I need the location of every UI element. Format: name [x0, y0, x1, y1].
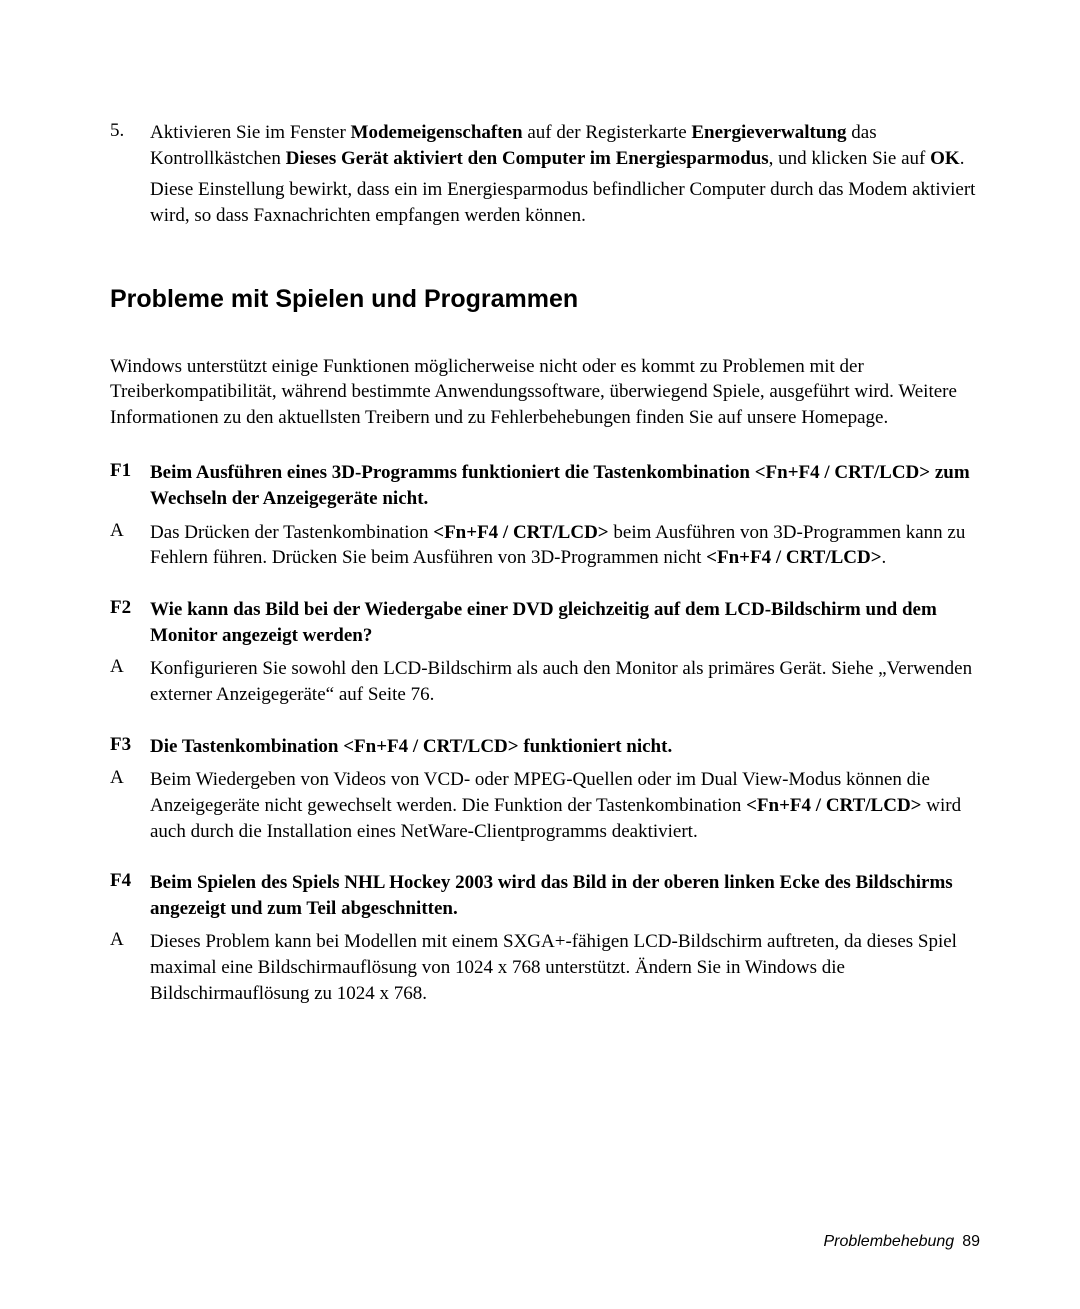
- faq-group: F3 Die Tastenkombination <Fn+F4 / CRT/LC…: [110, 734, 980, 845]
- faq-answer: A Dieses Problem kann bei Modellen mit e…: [110, 929, 980, 1006]
- text: , und klicken Sie auf: [769, 148, 930, 169]
- faq-q-text: Beim Ausführen eines 3D-Programms funkti…: [150, 460, 980, 511]
- faq-a-marker: A: [110, 767, 150, 844]
- faq-group: F2 Wie kann das Bild bei der Wiedergabe …: [110, 597, 980, 708]
- section-heading: Probleme mit Spielen und Programmen: [110, 285, 980, 314]
- faq-answer: A Beim Wiedergeben von Videos von VCD- o…: [110, 767, 980, 844]
- faq-question: F2 Wie kann das Bild bei der Wiedergabe …: [110, 597, 980, 648]
- text-bold: <Fn+F4 / CRT/LCD>: [706, 547, 881, 568]
- faq-question: F1 Beim Ausführen eines 3D-Programms fun…: [110, 460, 980, 511]
- faq-a-text: Beim Wiedergeben von Videos von VCD- ode…: [150, 767, 980, 844]
- faq-question: F3 Die Tastenkombination <Fn+F4 / CRT/LC…: [110, 734, 980, 760]
- faq-answer: A Konfigurieren Sie sowohl den LCD-Bilds…: [110, 656, 980, 707]
- faq-q-marker: F3: [110, 734, 150, 760]
- text: Aktivieren Sie im Fenster: [150, 122, 351, 143]
- text: Das Drücken der Tastenkombination: [150, 522, 433, 543]
- text-bold: <Fn+F4 / CRT/LCD>: [433, 522, 608, 543]
- faq-q-marker: F1: [110, 460, 150, 511]
- faq-a-text: Das Drücken der Tastenkombination <Fn+F4…: [150, 520, 980, 571]
- faq-a-marker: A: [110, 656, 150, 707]
- faq-q-marker: F4: [110, 870, 150, 921]
- text-bold: <Fn+F4 / CRT/LCD>: [746, 795, 921, 816]
- text-bold: Dieses Gerät aktiviert den Computer im E…: [286, 148, 769, 169]
- faq-q-marker: F2: [110, 597, 150, 648]
- step-item: 5. Aktivieren Sie im Fenster Modemeigens…: [110, 120, 980, 235]
- step-marker: 5.: [110, 120, 150, 235]
- faq-a-marker: A: [110, 929, 150, 1006]
- text: auf der Registerkarte: [523, 122, 692, 143]
- intro-paragraph: Windows unterstützt einige Funktionen mö…: [110, 354, 980, 431]
- faq-question: F4 Beim Spielen des Spiels NHL Hockey 20…: [110, 870, 980, 921]
- footer-label: Problembehebung: [823, 1233, 954, 1250]
- faq-q-text: Wie kann das Bild bei der Wiedergabe ein…: [150, 597, 980, 648]
- text: .: [882, 547, 887, 568]
- faq-a-marker: A: [110, 520, 150, 571]
- text: .: [960, 148, 965, 169]
- faq-a-text: Konfigurieren Sie sowohl den LCD-Bildsch…: [150, 656, 980, 707]
- document-page: 5. Aktivieren Sie im Fenster Modemeigens…: [0, 0, 1080, 1309]
- faq-a-text: Dieses Problem kann bei Modellen mit ein…: [150, 929, 980, 1006]
- text-bold: Energieverwaltung: [691, 122, 846, 143]
- step-paragraph-1: Aktivieren Sie im Fenster Modemeigenscha…: [150, 120, 980, 171]
- faq-group: F1 Beim Ausführen eines 3D-Programms fun…: [110, 460, 980, 571]
- faq-answer: A Das Drücken der Tastenkombination <Fn+…: [110, 520, 980, 571]
- text-bold: Modemeigenschaften: [351, 122, 523, 143]
- faq-group: F4 Beim Spielen des Spiels NHL Hockey 20…: [110, 870, 980, 1006]
- step-body: Aktivieren Sie im Fenster Modemeigenscha…: [150, 120, 980, 235]
- page-footer: Problembehebung 89: [823, 1233, 980, 1251]
- step-paragraph-2: Diese Einstellung bewirkt, dass ein im E…: [150, 177, 980, 228]
- faq-q-text: Beim Spielen des Spiels NHL Hockey 2003 …: [150, 870, 980, 921]
- footer-page-number: 89: [962, 1233, 980, 1250]
- text-bold: OK: [930, 148, 960, 169]
- faq-q-text: Die Tastenkombination <Fn+F4 / CRT/LCD> …: [150, 734, 980, 760]
